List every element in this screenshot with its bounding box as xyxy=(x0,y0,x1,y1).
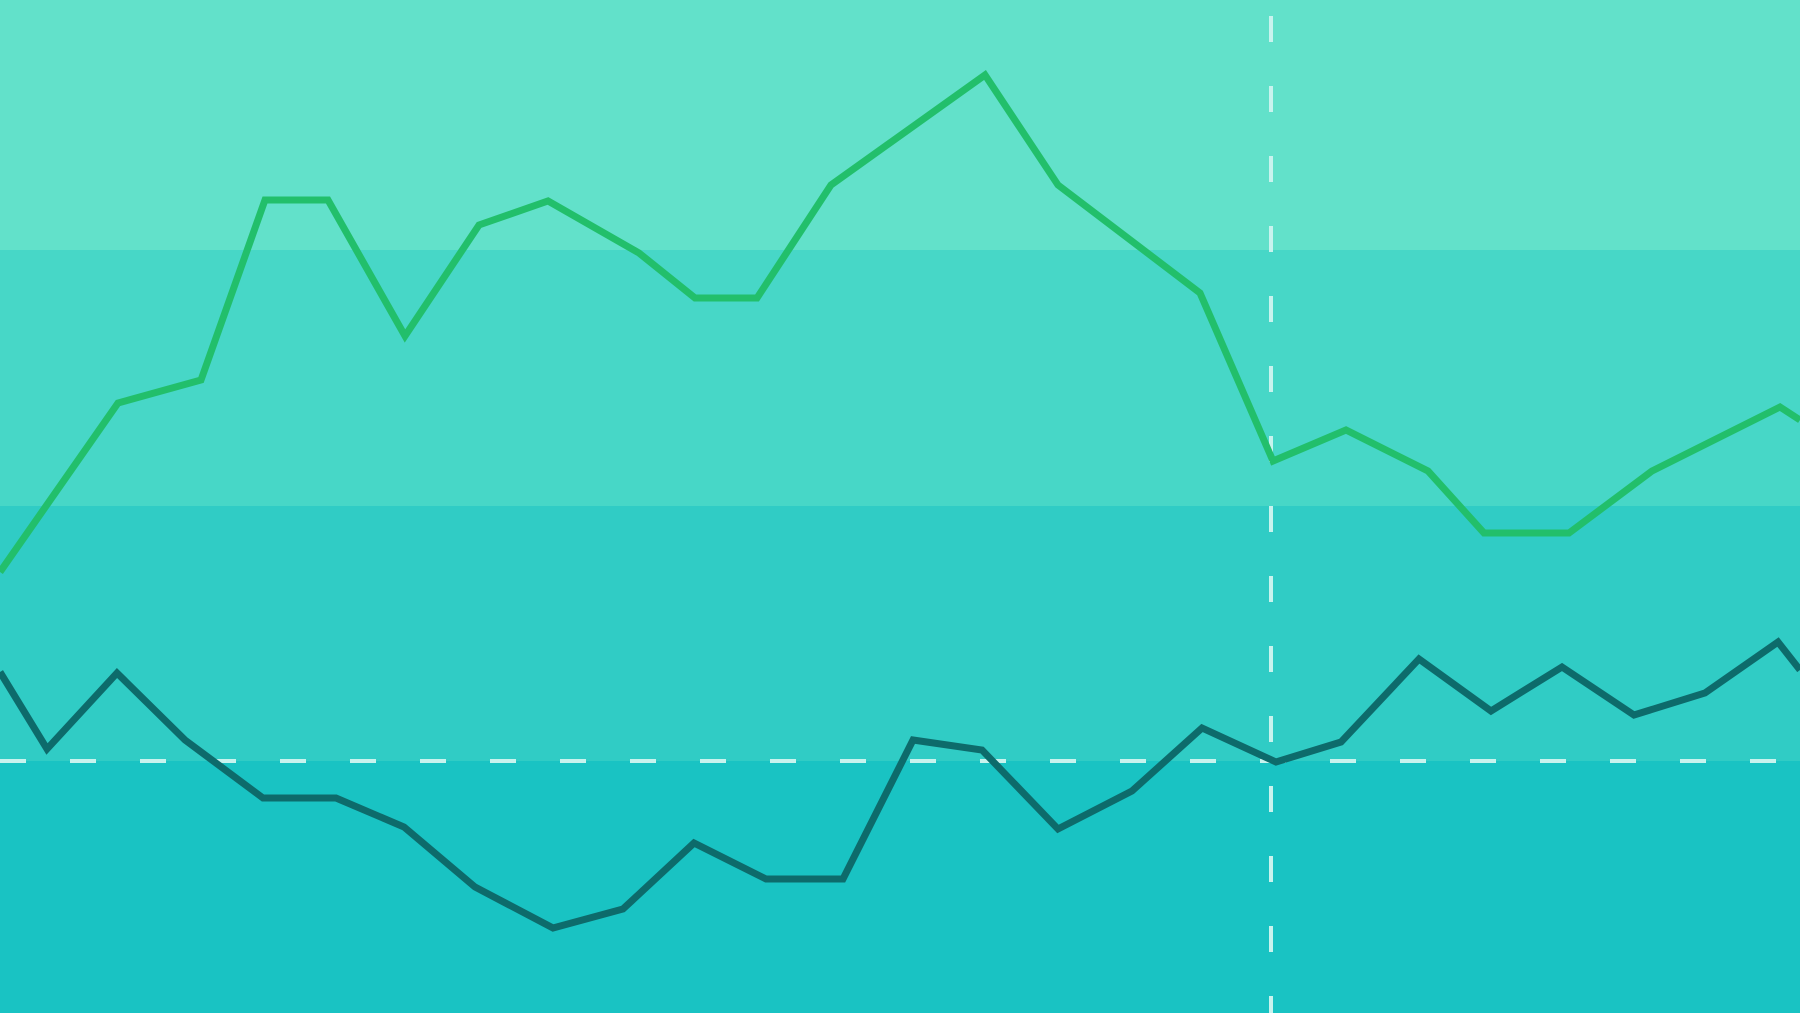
background-band-3 xyxy=(0,506,1800,761)
series-lines xyxy=(0,70,1800,932)
series-upper-line xyxy=(0,70,1800,575)
series-lower-line xyxy=(0,637,1800,932)
reference-lines xyxy=(0,16,1800,1013)
background-band-4 xyxy=(0,761,1800,1013)
background-band-2 xyxy=(0,250,1800,506)
background-band-1 xyxy=(0,0,1800,250)
